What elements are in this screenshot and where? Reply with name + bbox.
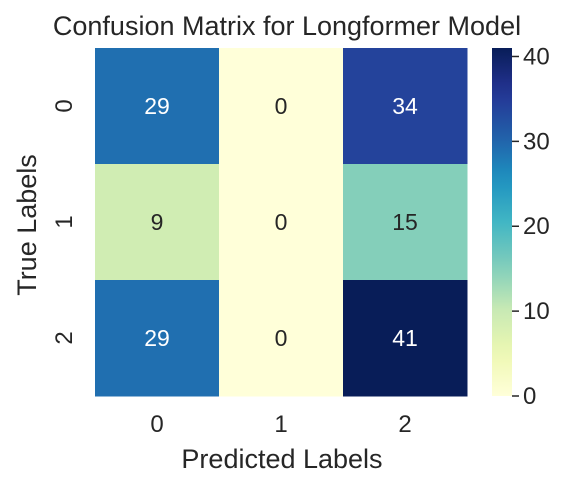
chart-title: Confusion Matrix for Longformer Model bbox=[53, 11, 521, 41]
colorbar bbox=[492, 48, 512, 396]
x-tick-label: 0 bbox=[150, 411, 163, 438]
heatmap-cell bbox=[343, 280, 468, 397]
y-axis-label: True Labels bbox=[12, 154, 42, 296]
cell-value-label: 0 bbox=[275, 93, 288, 119]
y-tick-label: 1 bbox=[51, 215, 78, 228]
heatmap-cell bbox=[95, 280, 220, 397]
heatmap-cell bbox=[219, 164, 344, 281]
cell-value-label: 34 bbox=[392, 93, 418, 119]
heatmap-cell bbox=[219, 48, 344, 165]
heatmap-cell bbox=[343, 164, 468, 281]
heatmap-cell bbox=[343, 48, 468, 165]
colorbar-tick-label: 40 bbox=[523, 43, 550, 70]
y-axis-ticks: 0 1 2 bbox=[51, 99, 78, 344]
heatmap-cell bbox=[95, 164, 220, 281]
heatmap-cell bbox=[95, 48, 220, 165]
cell-value-label: 29 bbox=[144, 325, 170, 351]
cell-value-label: 15 bbox=[392, 209, 418, 235]
cell-value-label: 0 bbox=[275, 325, 288, 351]
y-tick-label: 0 bbox=[51, 99, 78, 112]
heatmap-cells bbox=[95, 48, 468, 397]
x-tick-label: 2 bbox=[398, 411, 411, 438]
colorbar-ticks: 0 10 20 30 40 bbox=[512, 43, 550, 410]
cell-value-label: 0 bbox=[275, 209, 288, 235]
colorbar-tick-label: 20 bbox=[523, 213, 550, 240]
x-axis-label: Predicted Labels bbox=[181, 444, 382, 474]
cell-value-label: 29 bbox=[144, 93, 170, 119]
cell-value-label: 9 bbox=[151, 209, 164, 235]
y-tick-label: 2 bbox=[51, 331, 78, 344]
cell-annotations: 29 0 34 9 0 15 29 0 41 bbox=[144, 93, 418, 351]
colorbar-tick-label: 30 bbox=[523, 128, 550, 155]
cell-value-label: 41 bbox=[392, 325, 418, 351]
colorbar-tick-label: 0 bbox=[523, 383, 536, 410]
x-axis-ticks: 0 1 2 bbox=[150, 411, 411, 438]
heatmap-cell bbox=[219, 280, 344, 397]
x-tick-label: 1 bbox=[274, 411, 287, 438]
colorbar-tick-label: 10 bbox=[523, 298, 550, 325]
